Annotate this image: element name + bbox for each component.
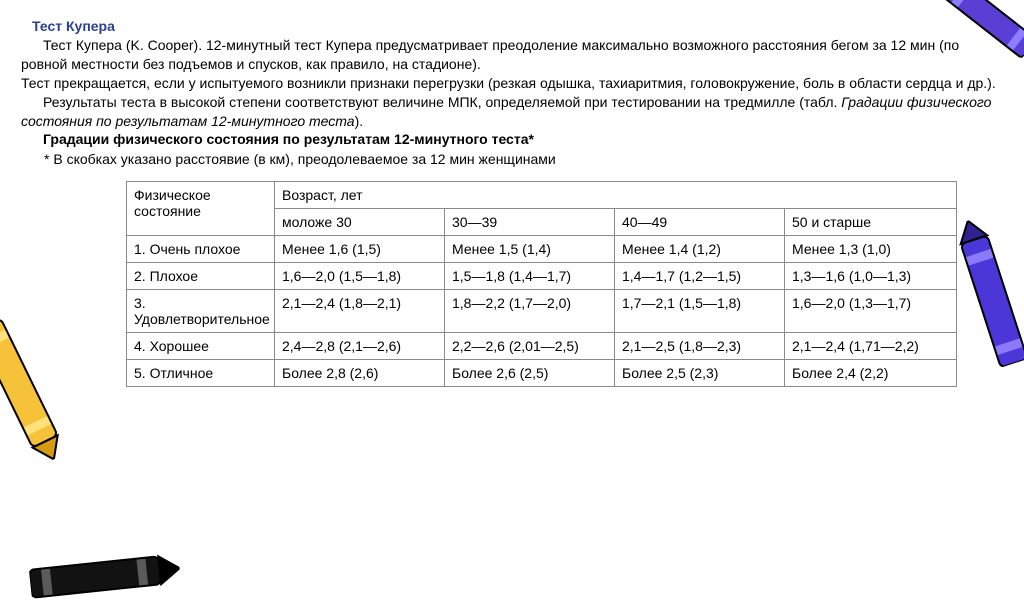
crayon-icon (28, 546, 182, 605)
cell: 2,1—2,4 (1,71—2,2) (785, 333, 957, 360)
cell: 1,6—2,0 (1,5—1,8) (275, 263, 445, 290)
row-label: 2. Плохое (127, 263, 275, 290)
cell: Менее 1,3 (1,0) (785, 236, 957, 263)
cell: 1,4—1,7 (1,2—1,5) (615, 263, 785, 290)
cell: Более 2,8 (2,6) (275, 360, 445, 387)
cell: Менее 1,4 (1,2) (615, 236, 785, 263)
cell: 1,8—2,2 (1,7—2,0) (445, 290, 615, 333)
age-col-0: моложе 30 (275, 209, 445, 236)
table-row: 3. Удовлетворительное 2,1—2,4 (1,8—2,1) … (127, 290, 957, 333)
paragraph-3: Результаты теста в высокой степени соотв… (21, 93, 996, 131)
subheading-bold: Градации физического состояния по резуль… (21, 130, 996, 149)
cell: 1,5—1,8 (1,4—1,7) (445, 263, 615, 290)
document-body: Тест Купера Тест Купера (K. Cooper). 12-… (0, 0, 1024, 387)
cell: 2,2—2,6 (2,01—2,5) (445, 333, 615, 360)
row-label: 4. Хорошее (127, 333, 275, 360)
cooper-table: Физическое состояние Возраст, лет моложе… (126, 181, 957, 387)
cell: 2,1—2,5 (1,8—2,3) (615, 333, 785, 360)
cell: 1,3—1,6 (1,0—1,3) (785, 263, 957, 290)
cell: 2,4—2,8 (2,1—2,6) (275, 333, 445, 360)
cell: Менее 1,5 (1,4) (445, 236, 615, 263)
table-row: 2. Плохое 1,6—2,0 (1,5—1,8) 1,5—1,8 (1,4… (127, 263, 957, 290)
cell: Менее 1,6 (1,5) (275, 236, 445, 263)
age-col-3: 50 и старше (785, 209, 957, 236)
paragraph-3-lead: Результаты теста в высокой степени соотв… (43, 94, 841, 110)
cell: 2,1—2,4 (1,8—2,1) (275, 290, 445, 333)
cell: Более 2,5 (2,3) (615, 360, 785, 387)
footnote: * В скобках указано расстоявие (в км), п… (44, 151, 996, 167)
table-row: 5. Отличное Более 2,8 (2,6) Более 2,6 (2… (127, 360, 957, 387)
table-header-row-1: Физическое состояние Возраст, лет (127, 182, 957, 209)
paragraph-3-tail: ). (355, 113, 364, 129)
table-row: 4. Хорошее 2,4—2,8 (2,1—2,6) 2,2—2,6 (2,… (127, 333, 957, 360)
row-label: 1. Очень плохое (127, 236, 275, 263)
cell: 1,7—2,1 (1,5—1,8) (615, 290, 785, 333)
age-col-1: 30—39 (445, 209, 615, 236)
paragraph-1: Тест Купера (K. Cooper). 12-минутный тес… (21, 36, 996, 74)
row-label: 5. Отличное (127, 360, 275, 387)
header-age: Возраст, лет (275, 182, 957, 209)
header-condition: Физическое состояние (127, 182, 275, 236)
cell: Более 2,4 (2,2) (785, 360, 957, 387)
cell: 1,6—2,0 (1,3—1,7) (785, 290, 957, 333)
paragraph-2: Тест прекращается, если у испытуемого во… (21, 74, 996, 93)
row-label: 3. Удовлетворительное (127, 290, 275, 333)
heading-title: Тест Купера (32, 18, 996, 34)
cell: Более 2,6 (2,5) (445, 360, 615, 387)
table-row: 1. Очень плохое Менее 1,6 (1,5) Менее 1,… (127, 236, 957, 263)
age-col-2: 40—49 (615, 209, 785, 236)
